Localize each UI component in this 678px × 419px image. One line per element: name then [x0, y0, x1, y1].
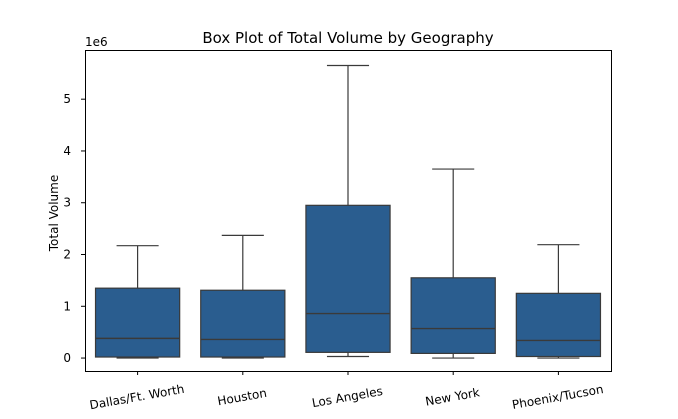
x-tick-label: Dallas/Ft. Worth	[88, 382, 185, 412]
box-iqr	[410, 277, 496, 354]
box-group	[410, 168, 496, 359]
x-tick-label: Houston	[216, 386, 268, 408]
y-axis-offset-label: 1e6	[85, 35, 108, 49]
y-tick-label: 5	[63, 92, 71, 106]
chart-title: Box Plot of Total Volume by Geography	[202, 29, 493, 47]
y-tick-label: 0	[63, 351, 71, 365]
y-axis-label: Total Volume	[47, 175, 61, 252]
box-group	[94, 245, 181, 359]
x-tick-label: New York	[424, 385, 481, 408]
x-tick-label: Phoenix/Tucson	[511, 382, 605, 412]
y-tick-label: 1	[63, 299, 71, 313]
box-group	[515, 244, 602, 359]
box-iqr	[200, 289, 286, 358]
box-group	[305, 64, 391, 358]
box-iqr	[515, 292, 602, 358]
box-iqr	[305, 204, 391, 353]
x-tick-label: Los Angeles	[311, 384, 384, 410]
y-tick-label: 4	[63, 144, 71, 158]
y-tick-label: 3	[63, 196, 71, 210]
plot-area	[94, 64, 602, 359]
box-group	[200, 234, 286, 359]
box-iqr	[94, 287, 181, 358]
y-tick-label: 2	[63, 248, 71, 262]
